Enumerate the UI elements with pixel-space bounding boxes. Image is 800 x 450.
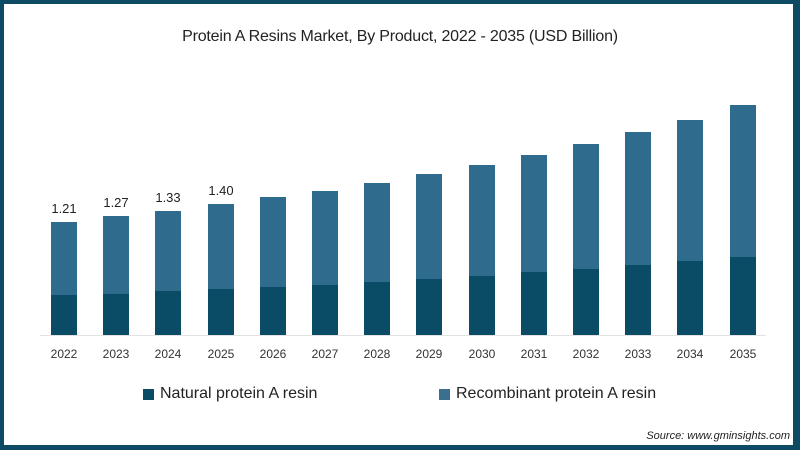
data-label: 1.21 bbox=[51, 200, 77, 216]
source-note: Source: www.gminsights.com bbox=[646, 430, 790, 442]
chart-title: Protein A Resins Market, By Product, 202… bbox=[182, 28, 618, 45]
legend-swatch-natural-icon bbox=[143, 388, 154, 400]
bar-2022 bbox=[51, 221, 77, 335]
bar-segment-natural bbox=[677, 261, 703, 335]
bar-2031 bbox=[521, 154, 547, 335]
x-tick-label: 2033 bbox=[624, 347, 652, 361]
bar-segment-natural bbox=[469, 276, 495, 335]
bar-2028 bbox=[364, 182, 390, 335]
x-tick-label: 2035 bbox=[729, 347, 757, 361]
bar-segment-recombinant bbox=[625, 132, 651, 265]
bar-segment-recombinant bbox=[260, 196, 286, 288]
x-tick-label: 2023 bbox=[102, 347, 130, 361]
bar-segment-recombinant bbox=[521, 154, 547, 273]
x-tick-label: 2026 bbox=[259, 347, 287, 361]
x-tick-label: 2029 bbox=[415, 347, 443, 361]
bar-2024 bbox=[155, 210, 181, 335]
x-tick-label: 2030 bbox=[468, 347, 496, 361]
legend-label-recombinant: Recombinant protein A resin bbox=[456, 385, 657, 402]
bar-segment-natural bbox=[625, 264, 651, 335]
bar-segment-natural bbox=[573, 268, 599, 335]
bar-segment-natural bbox=[208, 289, 234, 335]
bar-2025 bbox=[208, 204, 234, 335]
bar-segment-recombinant bbox=[416, 174, 442, 279]
bar-segment-natural bbox=[364, 281, 390, 335]
legend-item-natural: Natural protein A resin bbox=[143, 385, 317, 403]
bar-segment-natural bbox=[312, 284, 338, 335]
chart-frame bbox=[4, 4, 793, 445]
legend-item-recombinant: Recombinant protein A resin bbox=[439, 385, 656, 403]
bar-segment-recombinant bbox=[573, 144, 599, 269]
bar-segment-recombinant bbox=[469, 165, 495, 277]
data-label: 1.27 bbox=[103, 195, 129, 211]
bar-segment-natural bbox=[51, 294, 77, 335]
bar-segment-recombinant bbox=[677, 120, 703, 262]
x-tick-label: 2022 bbox=[50, 347, 78, 361]
bar-2027 bbox=[312, 191, 338, 335]
bar-2029 bbox=[416, 174, 442, 335]
bar-segment-natural bbox=[103, 293, 129, 335]
x-tick-label: 2031 bbox=[520, 347, 548, 361]
bar-2034 bbox=[677, 120, 703, 335]
bar-segment-natural bbox=[260, 287, 286, 335]
x-tick-label: 2034 bbox=[676, 347, 704, 361]
bar-segment-recombinant bbox=[312, 191, 338, 285]
bar-segment-recombinant bbox=[103, 216, 129, 294]
x-axis-line bbox=[40, 335, 766, 336]
bar-segment-natural bbox=[416, 278, 442, 335]
bar-segment-recombinant bbox=[730, 105, 756, 257]
bar-segment-recombinant bbox=[51, 221, 77, 295]
bar-segment-natural bbox=[521, 272, 547, 335]
bar-segment-recombinant bbox=[364, 182, 390, 282]
bar-segment-natural bbox=[730, 256, 756, 335]
x-tick-label: 2027 bbox=[311, 347, 339, 361]
data-label: 1.40 bbox=[208, 183, 234, 199]
bar-2033 bbox=[625, 132, 651, 335]
x-tick-label: 2024 bbox=[154, 347, 182, 361]
x-tick-label: 2028 bbox=[363, 347, 391, 361]
bar-segment-recombinant bbox=[208, 204, 234, 290]
bar-segment-recombinant bbox=[155, 210, 181, 292]
bar-2023 bbox=[103, 216, 129, 335]
legend-label-natural: Natural protein A resin bbox=[160, 385, 318, 402]
x-tick-label: 2032 bbox=[572, 347, 600, 361]
x-tick-label: 2025 bbox=[207, 347, 235, 361]
bar-2032 bbox=[573, 144, 599, 335]
bar-2026 bbox=[260, 196, 286, 335]
bar-2035 bbox=[730, 105, 756, 335]
bar-segment-natural bbox=[155, 291, 181, 335]
legend-swatch-recombinant-icon bbox=[439, 388, 450, 400]
data-label: 1.33 bbox=[155, 189, 181, 205]
bar-2030 bbox=[469, 165, 495, 335]
